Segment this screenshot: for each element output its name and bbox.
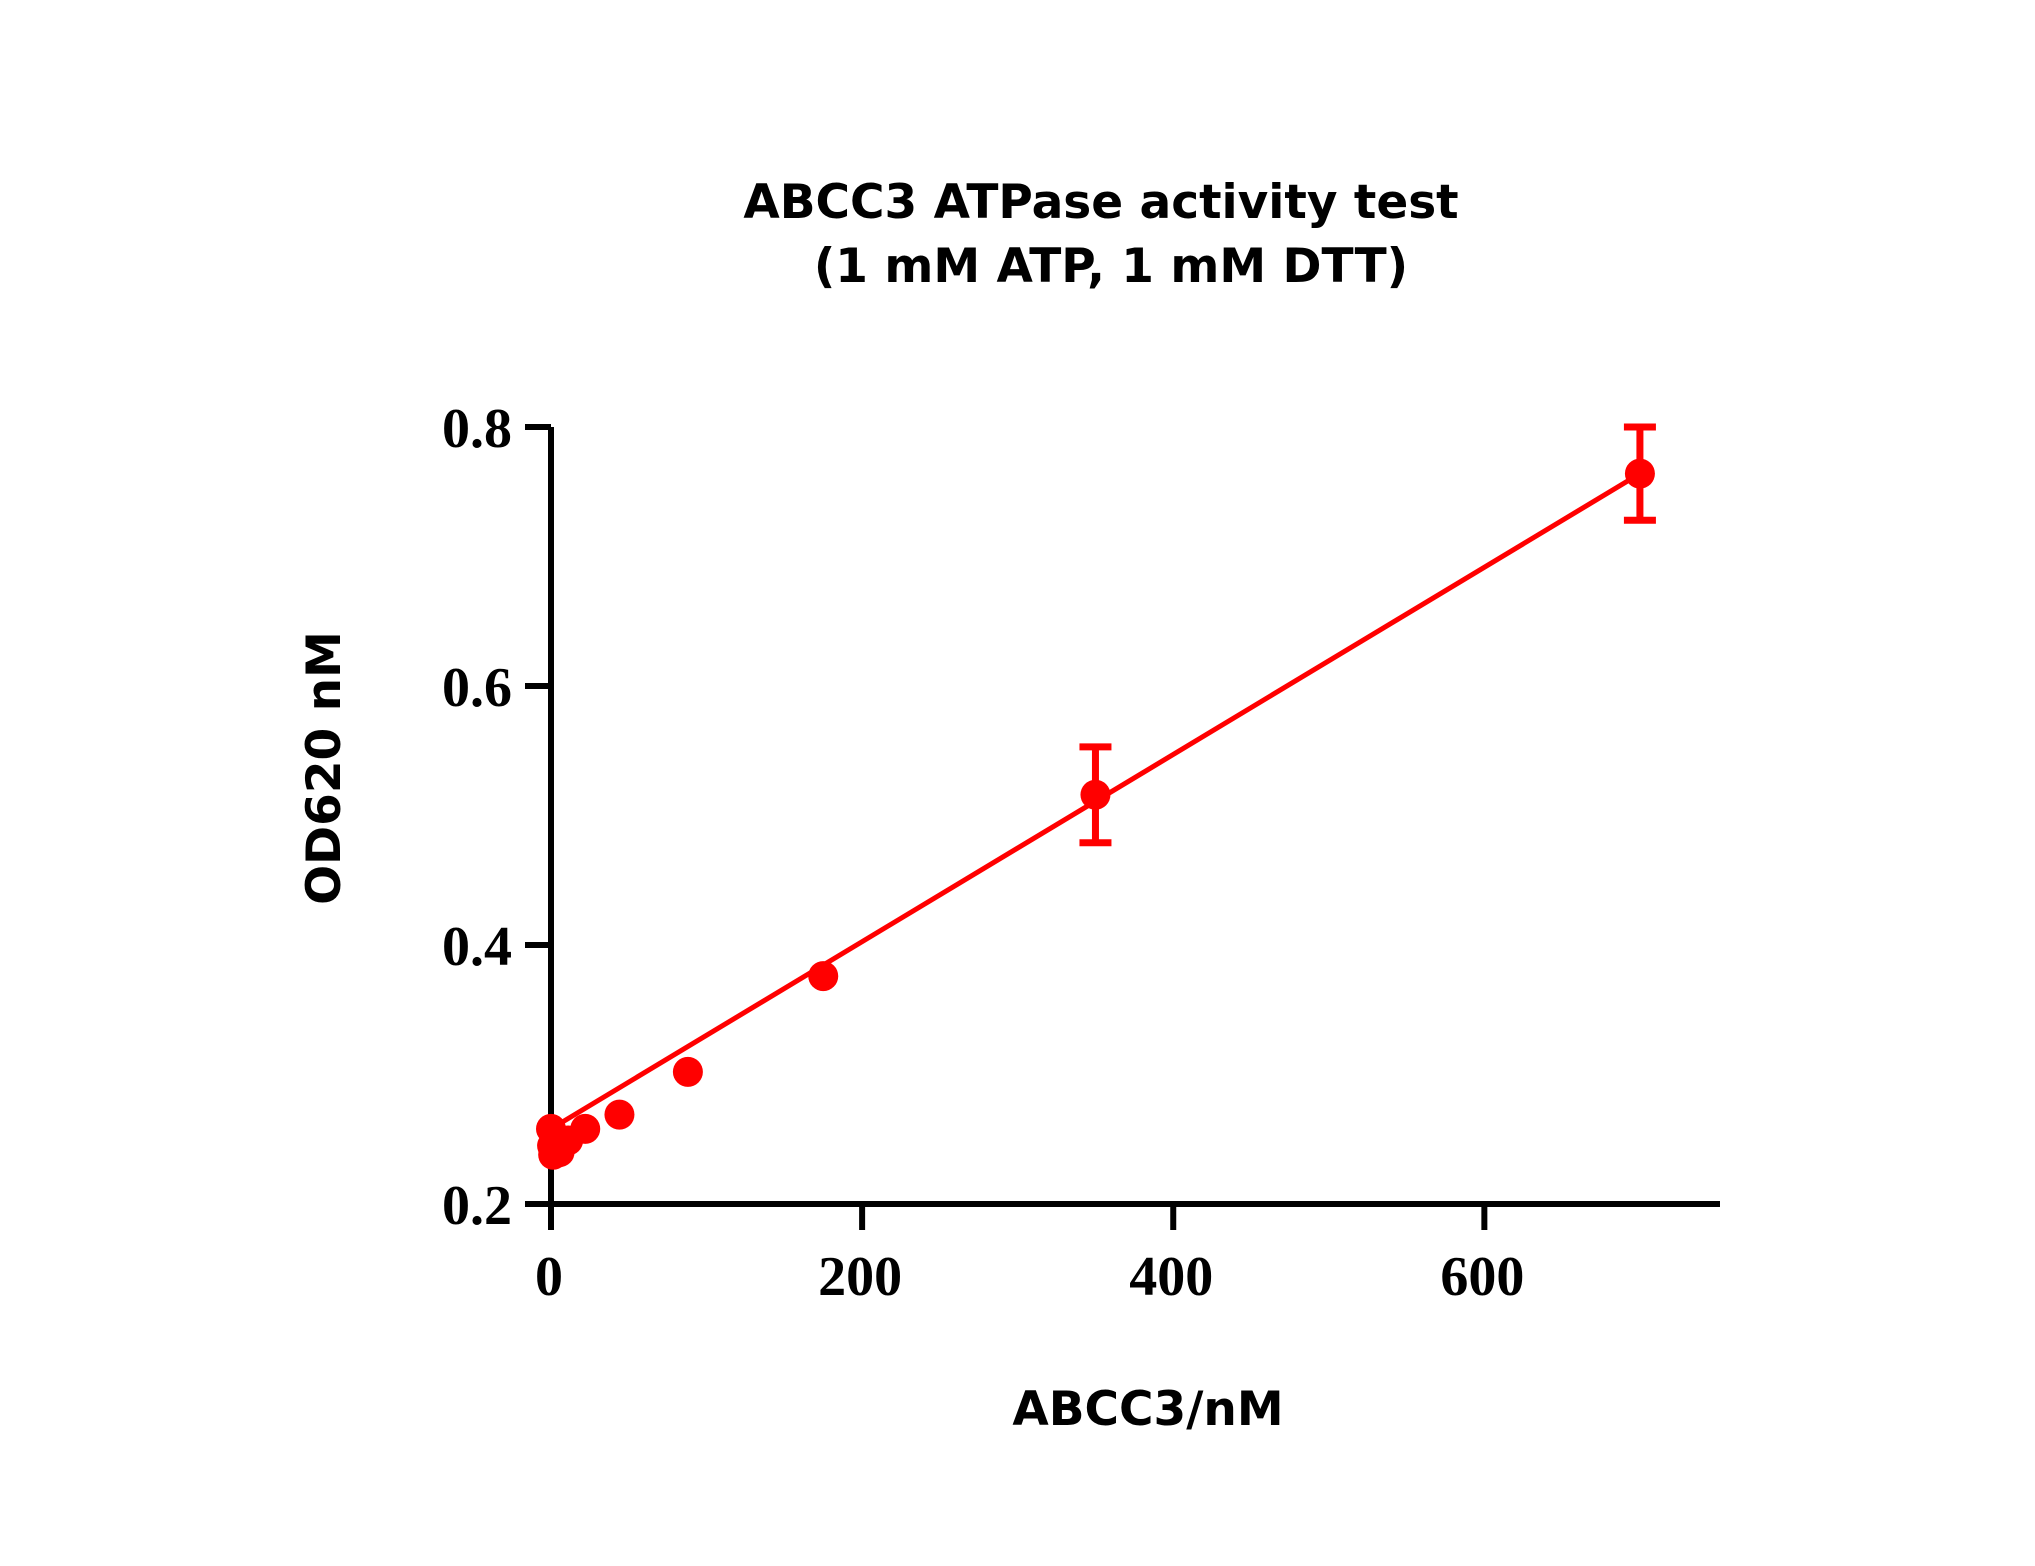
data-point [1080,779,1111,810]
data-point [570,1113,601,1144]
x-tick-label: 0 [535,1246,563,1308]
data-point [808,961,839,992]
y-axis: 0.2 0.4 0.6 0.8 [442,398,554,1237]
y-tick-label: 0.4 [442,916,512,978]
y-axis-title: OD620 nM [297,631,352,905]
x-tick-label: 200 [818,1246,902,1308]
data-marks [536,423,1656,1170]
y-tick-label: 0.8 [442,398,512,460]
x-tick-label: 600 [1440,1246,1524,1308]
x-tick-label: 400 [1129,1246,1213,1308]
data-point [1624,458,1655,489]
chart-title: ABCC3 ATPase activity test [743,175,1458,230]
data-point [672,1056,703,1087]
data-point [604,1099,635,1130]
chart-subtitle: (1 mM ATP, 1 mM DTT) [814,239,1408,294]
x-axis: 0 200 400 600 [535,1201,1720,1308]
y-tick-label: 0.6 [442,657,512,719]
y-tick-label: 0.2 [442,1175,512,1237]
x-axis-title: ABCC3/nM [1012,1382,1283,1437]
